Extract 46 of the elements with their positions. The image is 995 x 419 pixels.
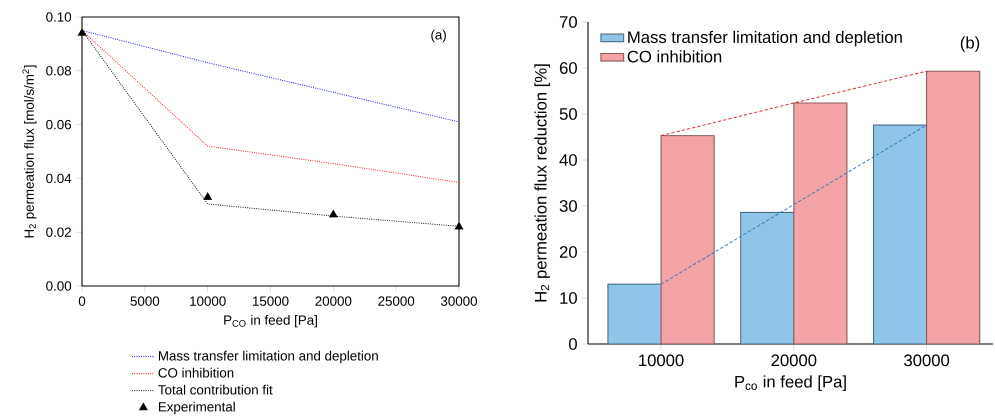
bar (740, 212, 794, 344)
legend-label: Mass transfer limitation and depletion (158, 350, 378, 364)
y-axis-title: H$_{2}$ permeation flux reduction [%] (534, 64, 550, 302)
x-tick-label: 25000 (378, 296, 414, 306)
bar (793, 102, 848, 344)
bar (872, 124, 928, 344)
x-tick-label: 30000 (904, 354, 950, 366)
y-tick-label: 40 (559, 154, 577, 166)
bar (660, 135, 715, 344)
point (203, 192, 212, 200)
y-tick-label: 0.00 (46, 281, 72, 291)
x-tick-label: 15000 (252, 296, 289, 306)
y-tick-label: 20 (560, 246, 577, 258)
x-tick-label: 10000 (190, 296, 226, 306)
x-tick-label: 20000 (771, 354, 816, 366)
legend-label: Experimental (158, 402, 235, 414)
legend-label: CO inhibition (628, 50, 722, 62)
y-tick-label: 70 (560, 16, 577, 28)
bar (607, 284, 662, 344)
x-tick-label: 20000 (315, 296, 352, 306)
point (454, 222, 464, 230)
y-tick-label: 0.04 (46, 174, 72, 184)
x-axis-title: P$_{co}$ in feed [Pa] (735, 375, 846, 391)
annotation: (a) (431, 30, 446, 42)
x-axis-title: P$_{CO}$ in feed [Pa] (224, 315, 317, 328)
y-tick-label: 10 (560, 292, 577, 304)
y-tick-label: 0.06 (46, 120, 72, 130)
y-tick-label: 60 (560, 62, 577, 74)
y-tick-label: 50 (560, 108, 577, 120)
x-tick-label: 5000 (130, 296, 160, 306)
point (329, 210, 338, 218)
bar (926, 70, 980, 344)
legend-label: Mass transfer limitation and depletion (628, 30, 902, 46)
annotation: (b) (960, 36, 980, 52)
y-tick-label: 0.02 (46, 227, 71, 237)
y-tick-label: 30 (560, 200, 577, 212)
legend-label: Total contribution fit (158, 384, 273, 395)
legend-label: CO inhibition (158, 368, 234, 378)
y-tick-label: 0 (568, 338, 577, 350)
x-tick-label: 0 (78, 296, 86, 306)
x-tick-label: 30000 (440, 296, 478, 306)
y-tick-label: 0.10 (46, 12, 72, 22)
y-axis-title: H$_{2}$ permeation flux [mol/s/m$^{2}$] (22, 65, 36, 238)
point (78, 28, 86, 36)
x-tick-label: 10000 (639, 354, 684, 366)
y-tick-label: 0.08 (46, 66, 72, 76)
